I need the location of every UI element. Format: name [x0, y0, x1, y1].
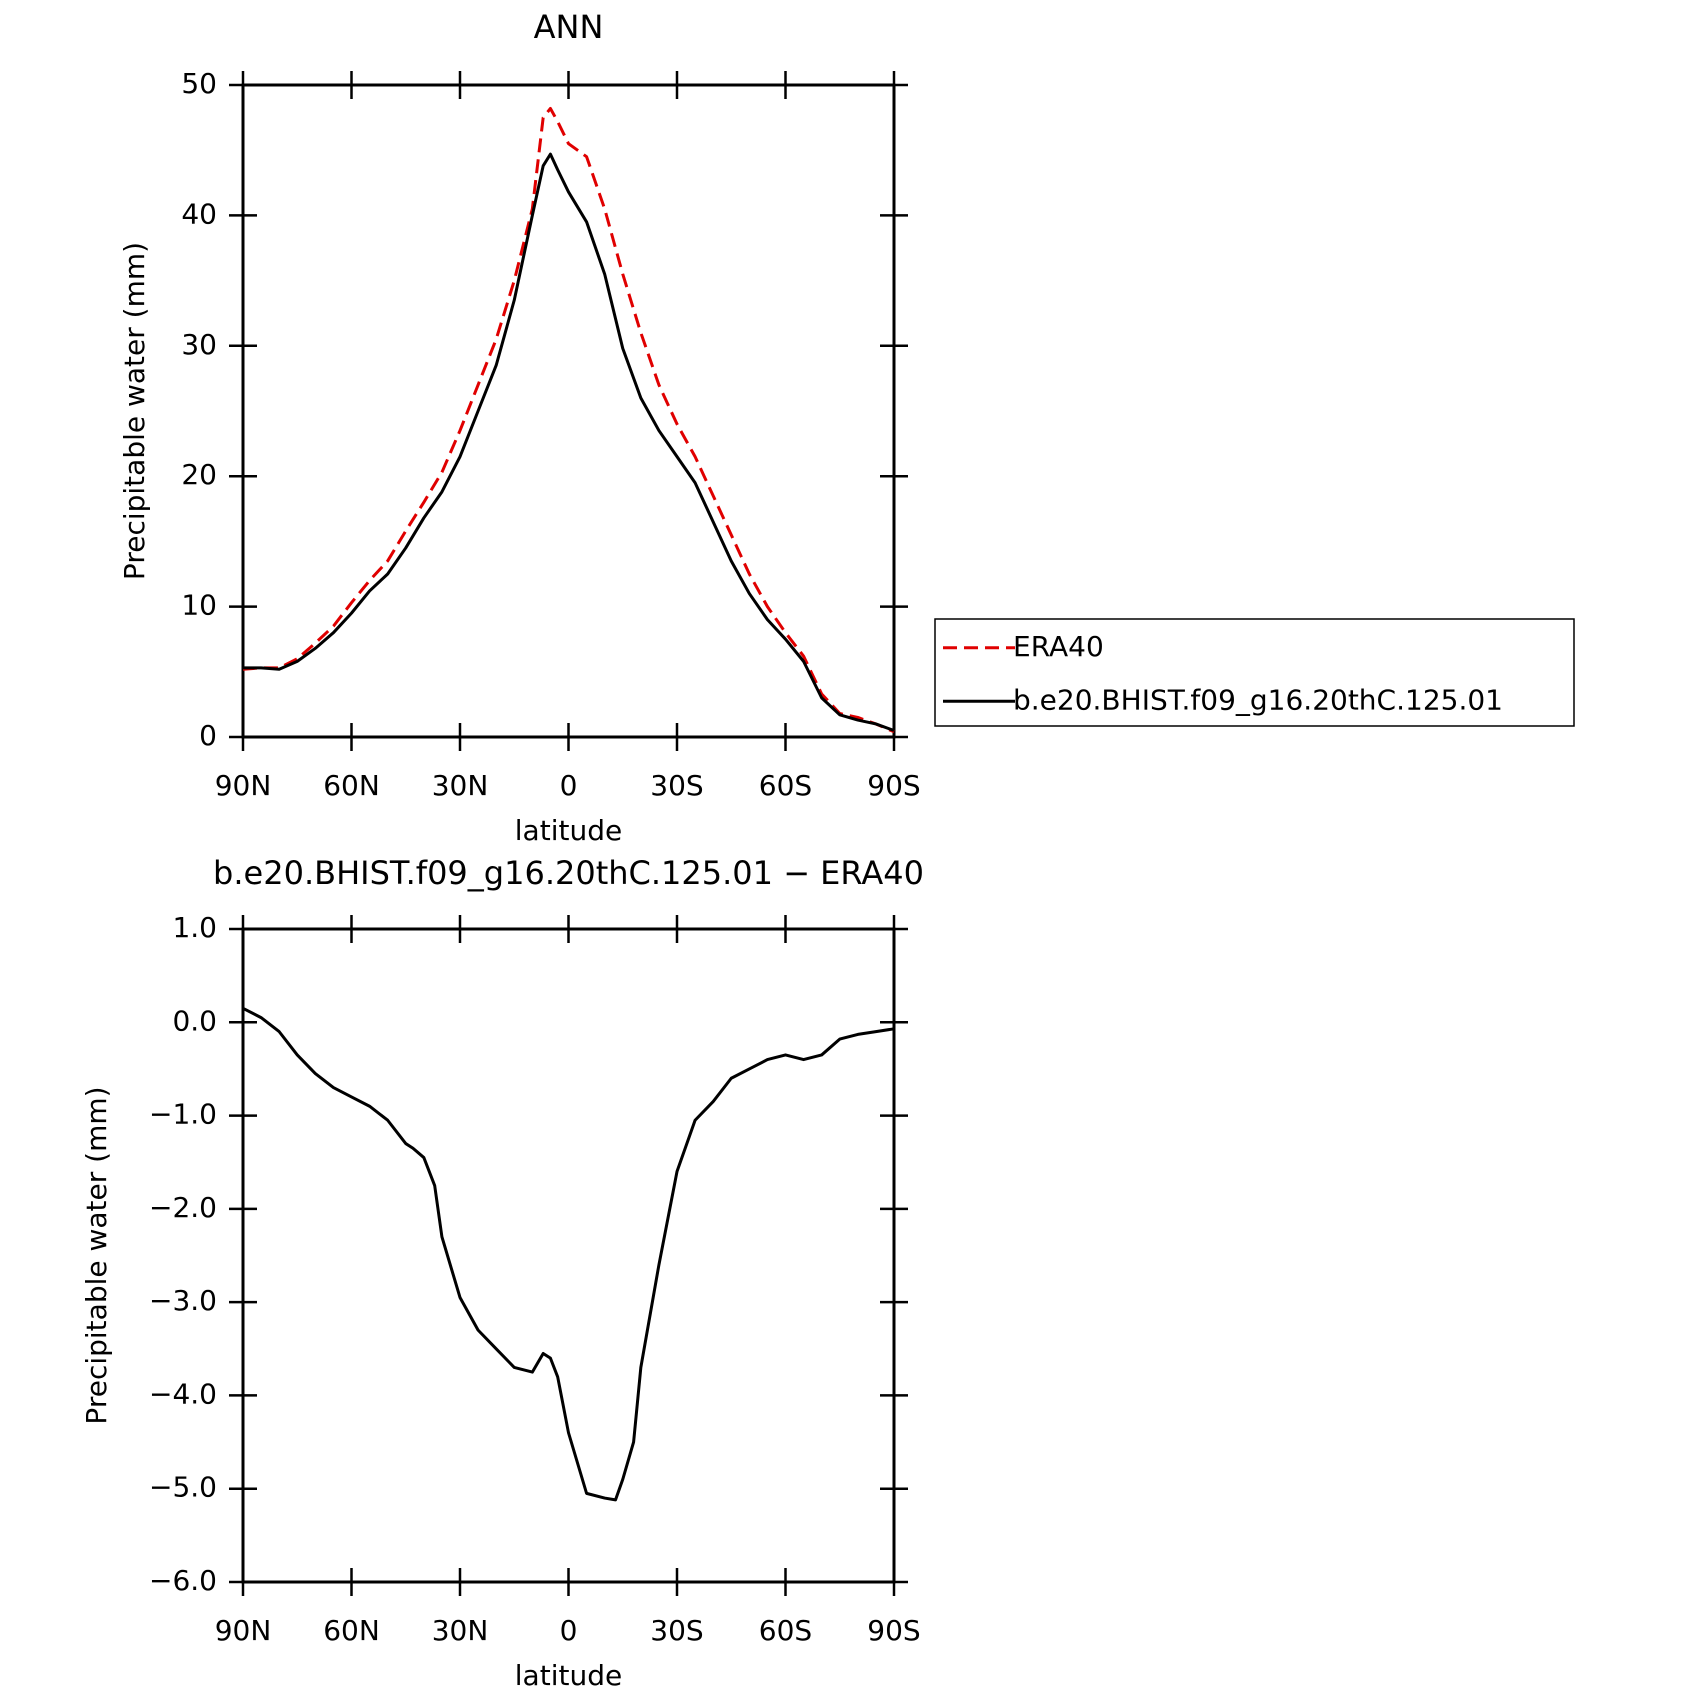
data-line — [242, 1006, 895, 1502]
chart-title: b.e20.BHIST.f09_g16.20thC.125.01 − ERA40 — [213, 854, 924, 892]
y-tick-label: 40 — [181, 197, 217, 230]
x-tick-label: 90N — [215, 769, 272, 802]
x-tick-label: 0 — [560, 1614, 578, 1647]
y-tick-label: −1.0 — [149, 1098, 217, 1131]
plot-frame — [241, 83, 896, 739]
x-tick-label: 90S — [867, 769, 920, 802]
legend-label: ERA40 — [1013, 630, 1104, 663]
x-tick-label: 30S — [650, 769, 703, 802]
plot-frame — [241, 927, 896, 1584]
y-tick-label: 1.0 — [172, 911, 217, 944]
y-tick-label: −3.0 — [149, 1284, 217, 1317]
x-axis-label: latitude — [515, 1659, 622, 1692]
x-tick-label: 0 — [560, 769, 578, 802]
y-tick-label: −4.0 — [149, 1377, 217, 1410]
chart-title: ANN — [534, 8, 604, 46]
x-axis-label: latitude — [515, 814, 622, 847]
y-tick-label: 10 — [181, 589, 217, 622]
x-tick-label: 30N — [432, 1614, 489, 1647]
data-line — [243, 152, 895, 732]
x-tick-label: 60N — [323, 769, 380, 802]
legend-label: b.e20.BHIST.f09_g16.20thC.125.01 — [1013, 683, 1503, 716]
y-tick-label: 50 — [181, 67, 217, 100]
y-axis-label: Precipitable water (mm) — [118, 242, 151, 580]
x-tick-label: 90N — [215, 1614, 272, 1647]
x-tick-label: 60S — [759, 769, 812, 802]
data-line — [242, 106, 895, 734]
x-tick-label: 60S — [759, 1614, 812, 1647]
y-axis-label: Precipitable water (mm) — [80, 1086, 113, 1424]
legend-box — [934, 618, 1575, 727]
y-tick-label: 20 — [181, 458, 217, 491]
x-tick-label: 60N — [323, 1614, 380, 1647]
y-tick-label: −5.0 — [149, 1471, 217, 1504]
y-tick-label: 0.0 — [172, 1004, 217, 1037]
x-tick-label: 90S — [867, 1614, 920, 1647]
y-tick-label: −6.0 — [149, 1564, 217, 1597]
x-tick-label: 30S — [650, 1614, 703, 1647]
y-tick-label: 0 — [199, 719, 217, 752]
y-tick-label: −2.0 — [149, 1191, 217, 1224]
x-tick-label: 30N — [432, 769, 489, 802]
y-tick-label: 30 — [181, 328, 217, 361]
